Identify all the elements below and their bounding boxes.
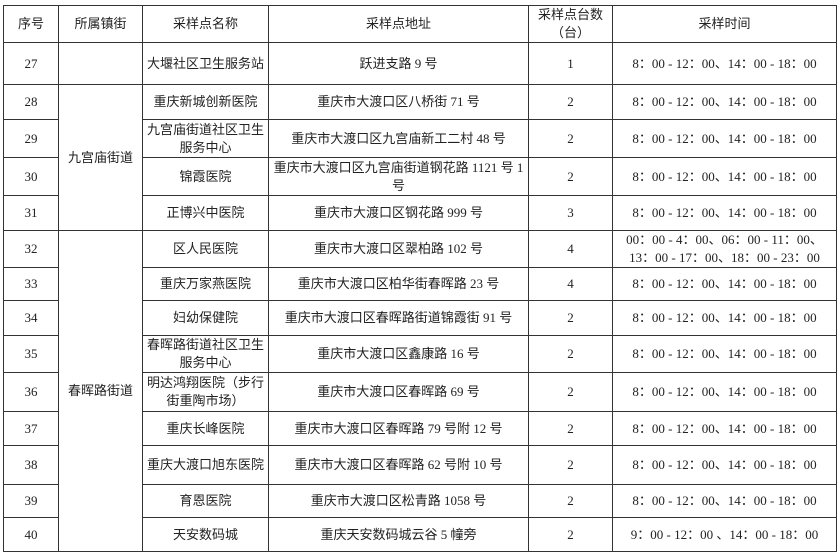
table-row: 29 九宫庙街道社区卫生服务中心 重庆市大渡口区九宫庙新工二村 48 号 2 8：00 … xyxy=(3,119,837,158)
header-time: 采样时间 xyxy=(612,5,837,43)
header-name: 采样点名称 xyxy=(142,5,269,43)
cell-no: 32 xyxy=(3,230,59,268)
table-row: 27 大堰社区卫生服务站 跃进支路 9 号 1 8：00 - 12：00、14：00 -… xyxy=(3,42,837,85)
cell-count: 2 xyxy=(528,300,613,336)
cell-count: 2 xyxy=(528,119,613,158)
cell-name: 九宫庙街道社区卫生服务中心 xyxy=(142,119,269,158)
cell-time: 8：00 - 12：00、14：00 - 18：00 xyxy=(612,119,837,158)
cell-count: 2 xyxy=(528,411,613,446)
cell-no: 35 xyxy=(3,335,59,373)
cell-count: 1 xyxy=(528,42,613,85)
cell-name: 重庆大渡口旭东医院 xyxy=(142,445,269,485)
header-address: 采样点地址 xyxy=(268,5,529,43)
cell-name: 明达鸿翔医院（步行街重陶市场） xyxy=(142,372,269,412)
cell-count: 3 xyxy=(528,195,613,231)
cell-count: 2 xyxy=(528,84,613,120)
table-row: 32 春晖路街道 区人民医院 重庆市大渡口区翠柏路 102 号 4 00：00 - 4：0… xyxy=(3,230,837,552)
cell-address: 重庆市大渡口区松青路 1058 号 xyxy=(268,484,529,518)
cell-name: 重庆新城创新医院 xyxy=(142,84,269,120)
cell-time: 8：00 - 12：00、14：00 - 18：00 xyxy=(612,267,837,301)
cell-no: 31 xyxy=(3,195,59,231)
cell-name: 天安数码城 xyxy=(142,517,269,552)
table-row: 39 育恩医院 重庆市大渡口区松青路 1058 号 2 8：00 - 12：00、14：… xyxy=(3,484,837,518)
cell-name: 正博兴中医院 xyxy=(142,195,269,231)
cell-count: 4 xyxy=(528,230,613,268)
cell-time: 8：00 - 12：00、14：00 - 18：00 xyxy=(612,484,837,518)
cell-address: 重庆市大渡口区春晖路街道锦霞街 91 号 xyxy=(268,300,529,336)
cell-name: 重庆万家燕医院 xyxy=(142,267,269,301)
cell-time: 8：00 - 12：00、14：00 - 18：00 xyxy=(612,84,837,120)
header-count: 采样点台数（台） xyxy=(528,5,613,43)
cell-no: 29 xyxy=(3,119,59,158)
cell-address: 重庆市大渡口区九宫庙街道钢花路 1121 号 1 号 xyxy=(268,157,529,196)
cell-count: 2 xyxy=(528,445,613,485)
cell-district: 九宫庙街道 xyxy=(58,84,143,231)
cell-name: 锦霞医院 xyxy=(142,157,269,196)
cell-address: 重庆市大渡口区翠柏路 102 号 xyxy=(268,230,529,268)
cell-no: 30 xyxy=(3,157,59,196)
cell-address: 重庆市大渡口区九宫庙新工二村 48 号 xyxy=(268,119,529,158)
cell-time: 8：00 - 12：00、14：00 - 18：00 xyxy=(612,195,837,231)
cell-name: 育恩医院 xyxy=(142,484,269,518)
cell-district xyxy=(58,42,143,85)
cell-time: 8：00 - 12：00、14：00 - 18：00 xyxy=(612,42,837,85)
cell-no: 37 xyxy=(3,411,59,446)
cell-time: 9：00 - 12：00 、14：00 - 18：00 xyxy=(612,517,837,552)
cell-address: 跃进支路 9 号 xyxy=(268,42,529,85)
table-row: 33 重庆万家燕医院 重庆市大渡口区柏华街春晖路 23 号 4 8：00 - 12：00… xyxy=(3,267,837,301)
cell-district: 春晖路街道 xyxy=(58,230,143,552)
cell-time: 8：00 - 12：00、14：00 - 18：00 xyxy=(612,300,837,336)
cell-name: 妇幼保健院 xyxy=(142,300,269,336)
cell-address: 重庆市大渡口区春晖路 69 号 xyxy=(268,372,529,412)
cell-name: 大堰社区卫生服务站 xyxy=(142,42,269,85)
cell-count: 2 xyxy=(528,335,613,373)
cell-no: 36 xyxy=(3,372,59,412)
cell-no: 33 xyxy=(3,267,59,301)
cell-time: 8：00 - 12：00、14：00 - 18：00 xyxy=(612,411,837,446)
cell-no: 27 xyxy=(3,42,59,85)
cell-time: 8：00 - 12：00、14：00 - 18：00 xyxy=(612,372,837,412)
sampling-sites-table: 序号 所属镇街 采样点名称 采样点地址 采样点台数（台） 采样时间 27 大堰社区… xyxy=(3,5,837,552)
cell-name: 区人民医院 xyxy=(142,230,269,268)
cell-no: 34 xyxy=(3,300,59,336)
cell-address: 重庆天安数码城云谷 5 幢旁 xyxy=(268,517,529,552)
table-row: 40 天安数码城 重庆天安数码城云谷 5 幢旁 2 9：00 - 12：00 、14：0… xyxy=(3,517,837,552)
cell-address: 重庆市大渡口区春晖路 79 号附 12 号 xyxy=(268,411,529,446)
cell-no: 39 xyxy=(3,484,59,518)
table-row: 38 重庆大渡口旭东医院 重庆市大渡口区春晖路 62 号附 10 号 2 8：00 - … xyxy=(3,445,837,485)
cell-address: 重庆市大渡口区柏华街春晖路 23 号 xyxy=(268,267,529,301)
header-district: 所属镇街 xyxy=(58,5,143,43)
table-row: 30 锦霞医院 重庆市大渡口区九宫庙街道钢花路 1121 号 1 号 2 8：00 - … xyxy=(3,157,837,196)
cell-time: 8：00 - 12：00、14：00 - 18：00 xyxy=(612,445,837,485)
table-row: 28 九宫庙街道 重庆新城创新医院 重庆市大渡口区八桥街 71 号 2 8：00 - 12… xyxy=(3,84,837,231)
header-no: 序号 xyxy=(3,5,59,43)
table-row: 35 春晖路街道社区卫生服务中心 重庆市大渡口区鑫康路 16 号 2 8：00 - 12… xyxy=(3,335,837,373)
cell-name: 重庆长峰医院 xyxy=(142,411,269,446)
table-row: 37 重庆长峰医院 重庆市大渡口区春晖路 79 号附 12 号 2 8：00 - 12：… xyxy=(3,411,837,446)
cell-time: 8：00 - 12：00、14：00 - 18：00 xyxy=(612,157,837,196)
cell-no: 38 xyxy=(3,445,59,485)
cell-count: 2 xyxy=(528,484,613,518)
cell-count: 2 xyxy=(528,157,613,196)
cell-count: 2 xyxy=(528,372,613,412)
cell-address: 重庆市大渡口区鑫康路 16 号 xyxy=(268,335,529,373)
cell-count: 4 xyxy=(528,267,613,301)
cell-no: 40 xyxy=(3,517,59,552)
cell-time: 00：00 - 4：00、06：00 - 11：00、13：00 - 17：00… xyxy=(612,230,837,268)
cell-address: 重庆市大渡口区春晖路 62 号附 10 号 xyxy=(268,445,529,485)
table-row: 34 妇幼保健院 重庆市大渡口区春晖路街道锦霞街 91 号 2 8：00 - 12：00… xyxy=(3,300,837,336)
cell-address: 重庆市大渡口区钢花路 999 号 xyxy=(268,195,529,231)
cell-no: 28 xyxy=(3,84,59,120)
cell-time: 8：00 - 12：00、14：00 - 18：00 xyxy=(612,335,837,373)
cell-name: 春晖路街道社区卫生服务中心 xyxy=(142,335,269,373)
cell-count: 2 xyxy=(528,517,613,552)
cell-address: 重庆市大渡口区八桥街 71 号 xyxy=(268,84,529,120)
header-row: 序号 所属镇街 采样点名称 采样点地址 采样点台数（台） 采样时间 xyxy=(3,5,837,43)
